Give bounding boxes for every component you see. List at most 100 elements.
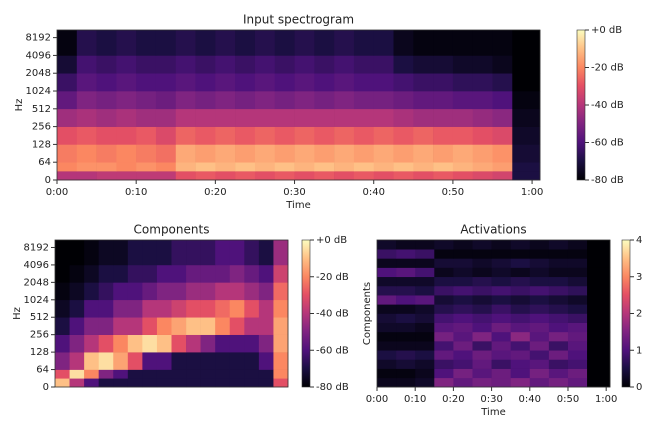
heatmap-cell bbox=[314, 144, 335, 163]
heatmap-cell bbox=[235, 55, 256, 74]
heatmap-cell bbox=[377, 322, 397, 333]
heatmap-cell bbox=[96, 73, 117, 92]
heatmap-cell bbox=[195, 55, 216, 74]
heatmap-cell bbox=[96, 55, 117, 74]
heatmap-cell bbox=[529, 276, 550, 287]
heatmap-cell bbox=[453, 267, 473, 278]
colorbar-tick-label: +0 dB bbox=[316, 235, 347, 246]
heatmap-cell bbox=[453, 331, 473, 342]
y-tick-label: 2048 bbox=[26, 68, 51, 79]
heatmap-cell bbox=[136, 126, 157, 145]
heatmap-cell bbox=[396, 350, 416, 360]
heatmap-cell bbox=[548, 350, 569, 360]
heatmap-cell bbox=[57, 30, 78, 56]
heatmap-cell bbox=[415, 341, 435, 351]
heatmap-cell bbox=[472, 341, 492, 351]
heatmap-cell bbox=[195, 91, 216, 110]
heatmap-cell bbox=[453, 240, 473, 250]
heatmap-cell bbox=[195, 162, 216, 172]
heatmap-cell bbox=[334, 162, 355, 172]
heatmap-cell bbox=[353, 162, 375, 172]
heatmap-cell bbox=[452, 30, 473, 56]
heatmap-cell bbox=[274, 171, 295, 181]
panel-title: Input spectrogram bbox=[243, 13, 354, 27]
heatmap-cell bbox=[273, 334, 289, 353]
heatmap-cell bbox=[512, 55, 541, 74]
heatmap-cell bbox=[373, 126, 394, 145]
heatmap-cell bbox=[415, 359, 435, 369]
colorbar-tick-label: -60 dB bbox=[316, 345, 349, 356]
y-tick-label: 128 bbox=[30, 347, 49, 358]
heatmap-cell bbox=[472, 322, 492, 333]
heatmap-cell bbox=[69, 369, 85, 379]
heatmap-cell bbox=[373, 144, 394, 163]
panel-title: Activations bbox=[460, 223, 526, 237]
heatmap-cell bbox=[186, 352, 201, 370]
colorbar-tick-label: -80 dB bbox=[591, 175, 624, 186]
heatmap-cell bbox=[587, 368, 611, 379]
x-axis-label: Time bbox=[285, 200, 310, 211]
heatmap-cell bbox=[415, 331, 435, 342]
heatmap-cell bbox=[334, 91, 355, 110]
heatmap-cell bbox=[353, 30, 375, 56]
heatmap-cell bbox=[396, 267, 416, 278]
heatmap-cell bbox=[567, 258, 588, 268]
heatmap-cell bbox=[156, 317, 172, 335]
heatmap-cell bbox=[156, 352, 172, 370]
heatmap-cell bbox=[396, 322, 416, 333]
heatmap-cell bbox=[472, 240, 492, 250]
heatmap-cell bbox=[127, 264, 143, 283]
x-tick-label: 0:00 bbox=[46, 187, 68, 198]
heatmap-cell bbox=[415, 313, 435, 323]
heatmap-cell bbox=[200, 317, 216, 335]
heatmap-cell bbox=[215, 352, 231, 370]
heatmap-cell bbox=[76, 126, 97, 145]
heatmap-cell bbox=[396, 359, 416, 369]
heatmap-cell bbox=[453, 249, 473, 259]
heatmap-cell bbox=[258, 317, 274, 335]
y-tick-label: 64 bbox=[38, 157, 51, 168]
heatmap-cell bbox=[512, 126, 541, 145]
heatmap-cell bbox=[472, 331, 492, 342]
heatmap-cell bbox=[171, 369, 187, 379]
heatmap-cell bbox=[76, 162, 97, 172]
heatmap-cell bbox=[492, 144, 513, 163]
heatmap-cell bbox=[127, 240, 143, 266]
heatmap-cell bbox=[55, 299, 70, 318]
heatmap-cell bbox=[413, 91, 434, 110]
heatmap-cell bbox=[215, 171, 236, 181]
heatmap-cell bbox=[136, 162, 157, 172]
heatmap-cell bbox=[57, 162, 78, 172]
heatmap-cell bbox=[96, 144, 117, 163]
heatmap-cell bbox=[393, 144, 414, 163]
heatmap-cell bbox=[274, 30, 295, 56]
heatmap-cell bbox=[273, 282, 289, 301]
heatmap-cell bbox=[587, 304, 611, 314]
x-tick-label: 0:30 bbox=[283, 187, 305, 198]
heatmap-cell bbox=[195, 126, 216, 145]
heatmap-cell bbox=[113, 299, 129, 318]
heatmap-cell bbox=[258, 299, 274, 318]
heatmap-cell bbox=[373, 171, 394, 181]
heatmap-cell bbox=[155, 108, 177, 127]
heatmap-cell bbox=[415, 368, 435, 379]
heatmap-cell bbox=[156, 378, 172, 388]
heatmap-cell bbox=[393, 162, 414, 172]
heatmap-cell bbox=[491, 377, 511, 388]
heatmap-cell bbox=[453, 313, 473, 323]
heatmap-cell bbox=[512, 73, 541, 92]
heatmap-cell bbox=[244, 240, 260, 266]
heatmap-cell bbox=[492, 171, 513, 181]
heatmap-cell bbox=[84, 317, 99, 335]
heatmap-cell bbox=[113, 317, 129, 335]
heatmap-cell bbox=[84, 369, 99, 379]
heatmap-cell bbox=[548, 295, 569, 305]
y-tick-label: 0 bbox=[43, 382, 49, 393]
heatmap-cell bbox=[69, 299, 85, 318]
heatmap-cell bbox=[98, 264, 114, 283]
heatmap-cell bbox=[116, 171, 137, 181]
heatmap-cell bbox=[156, 282, 172, 301]
heatmap-cell bbox=[491, 359, 511, 369]
heatmap-cell bbox=[57, 91, 78, 110]
heatmap-cell bbox=[396, 240, 416, 250]
